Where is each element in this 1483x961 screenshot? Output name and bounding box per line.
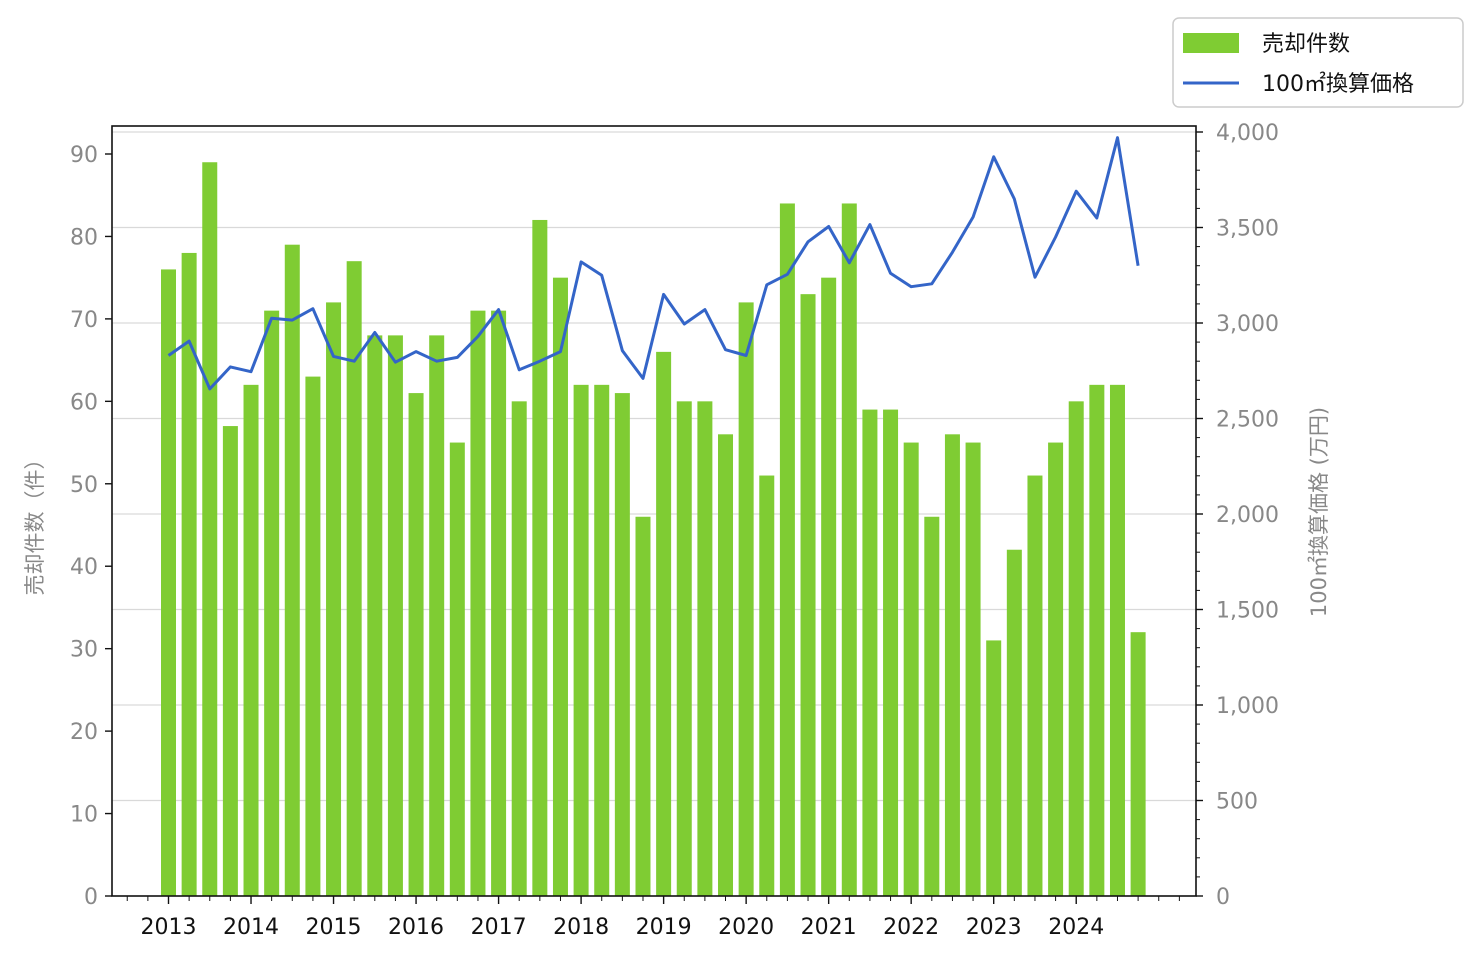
bar bbox=[408, 393, 424, 896]
bar bbox=[511, 401, 527, 896]
x-tick-label: 2020 bbox=[718, 915, 774, 940]
x-tick-label: 2014 bbox=[223, 915, 279, 940]
bar bbox=[800, 294, 816, 897]
bar bbox=[718, 434, 734, 896]
bar bbox=[635, 516, 651, 896]
line-series bbox=[167, 136, 1140, 391]
y-left-tick-label: 70 bbox=[70, 308, 98, 333]
y-right-tick-label: 3,500 bbox=[1216, 217, 1279, 242]
axes: 0 10 20 30 40 50 60 70 80 90 0 500 1,000 1,500 2,000 2,… bbox=[70, 121, 1279, 940]
series-line bbox=[167, 136, 1140, 391]
bar bbox=[305, 376, 321, 897]
y-axis-right-title: 100㎡換算価格 (万円) bbox=[1307, 407, 1331, 617]
bar bbox=[862, 409, 878, 896]
bar bbox=[821, 277, 837, 897]
bar bbox=[202, 162, 218, 896]
bar bbox=[1109, 384, 1125, 896]
y-left-tick-label: 10 bbox=[70, 803, 98, 828]
bar bbox=[222, 426, 238, 896]
bar bbox=[552, 277, 568, 897]
bar bbox=[759, 475, 775, 896]
bar bbox=[1048, 442, 1064, 896]
bar bbox=[243, 384, 259, 896]
bar bbox=[161, 269, 176, 896]
y-right-tick-label: 2,000 bbox=[1216, 503, 1279, 528]
bar bbox=[491, 310, 507, 897]
bar bbox=[1089, 384, 1105, 896]
bar bbox=[594, 384, 610, 896]
y-right-tick-label: 2,500 bbox=[1216, 408, 1279, 433]
x-tick-label: 2018 bbox=[553, 915, 609, 940]
x-tick-label: 2016 bbox=[388, 915, 444, 940]
legend: 売却件数 100㎡換算価格 bbox=[1172, 17, 1464, 108]
y-left-tick-label: 30 bbox=[70, 638, 98, 663]
y-right-tick-label: 500 bbox=[1216, 790, 1258, 815]
bar bbox=[903, 442, 919, 896]
y-right-tick-label: 1,500 bbox=[1216, 599, 1279, 624]
x-tick-label: 2021 bbox=[801, 915, 857, 940]
bar bbox=[697, 401, 713, 896]
bar bbox=[326, 302, 342, 896]
bar bbox=[470, 310, 486, 897]
x-tick-label: 2022 bbox=[883, 915, 939, 940]
bar bbox=[1130, 632, 1146, 896]
x-tick-label: 2013 bbox=[141, 915, 197, 940]
y-left-tick-label: 0 bbox=[84, 885, 98, 910]
bar bbox=[944, 434, 960, 896]
bar bbox=[656, 351, 672, 896]
bar bbox=[181, 252, 197, 896]
y-right-tick-label: 3,000 bbox=[1216, 312, 1279, 337]
bar bbox=[614, 393, 630, 896]
bar bbox=[841, 203, 857, 896]
bar bbox=[986, 640, 1002, 896]
legend-bar-swatch bbox=[1183, 33, 1239, 53]
y-right-tick-label: 1,000 bbox=[1216, 694, 1279, 719]
bar-series bbox=[161, 162, 1146, 897]
y-left-tick-label: 50 bbox=[70, 473, 98, 498]
bar bbox=[449, 442, 465, 896]
legend-box bbox=[1172, 17, 1464, 108]
legend-bar-label: 売却件数 bbox=[1262, 32, 1350, 57]
plot-frame bbox=[111, 125, 1197, 897]
legend-line-label: 100㎡換算価格 bbox=[1262, 71, 1414, 97]
bar bbox=[532, 219, 548, 896]
y-left-tick-label: 60 bbox=[70, 390, 98, 415]
x-tick-label: 2015 bbox=[306, 915, 362, 940]
x-tick-label: 2019 bbox=[636, 915, 692, 940]
bar bbox=[387, 335, 403, 896]
bar bbox=[429, 335, 445, 896]
bar bbox=[738, 302, 754, 896]
bar bbox=[1027, 475, 1043, 896]
bar bbox=[965, 442, 981, 896]
bar bbox=[284, 244, 300, 896]
y-left-tick-label: 90 bbox=[70, 143, 98, 168]
y-right-tick-label: 0 bbox=[1216, 885, 1230, 910]
bar bbox=[1006, 549, 1022, 896]
y-left-tick-label: 20 bbox=[70, 720, 98, 745]
bar bbox=[346, 261, 362, 897]
bar bbox=[779, 203, 795, 896]
y-left-tick-label: 40 bbox=[70, 555, 98, 580]
y-left-tick-label: 80 bbox=[70, 225, 98, 250]
bar bbox=[924, 516, 940, 896]
bar bbox=[367, 335, 383, 896]
x-tick-label: 2017 bbox=[471, 915, 527, 940]
bar bbox=[676, 401, 692, 896]
bar bbox=[883, 409, 899, 896]
bar bbox=[573, 384, 589, 896]
x-tick-label: 2023 bbox=[966, 915, 1022, 940]
y-axis-left-title: 売却件数（件） bbox=[23, 449, 47, 596]
bar bbox=[1068, 401, 1084, 896]
y-right-tick-label: 4,000 bbox=[1216, 121, 1279, 146]
bar bbox=[264, 310, 280, 897]
x-tick-label: 2024 bbox=[1048, 915, 1104, 940]
